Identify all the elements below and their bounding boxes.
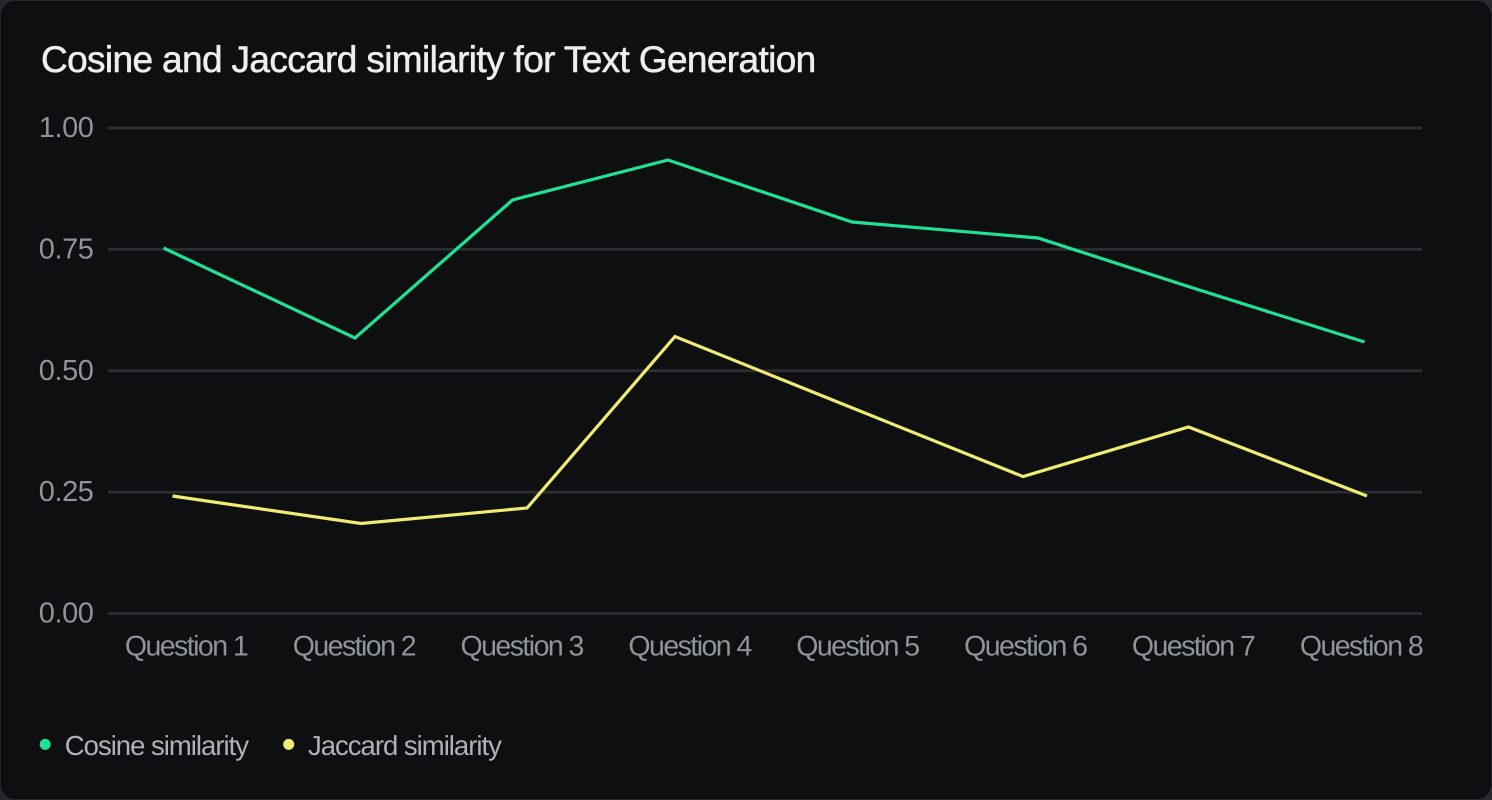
svg-text:Question 7: Question 7 <box>1132 631 1255 663</box>
svg-text:0.00: 0.00 <box>39 598 94 630</box>
svg-text:Question 4: Question 4 <box>628 631 752 663</box>
svg-text:1.00: 1.00 <box>39 112 94 144</box>
svg-text:Jaccard similarity: Jaccard similarity <box>308 730 502 761</box>
svg-text:Question 2: Question 2 <box>293 631 416 663</box>
svg-text:Cosine similarity: Cosine similarity <box>65 730 249 761</box>
svg-text:0.25: 0.25 <box>39 476 94 508</box>
svg-text:Question 5: Question 5 <box>796 631 919 663</box>
svg-text:Question 8: Question 8 <box>1300 631 1423 663</box>
svg-text:Cosine and Jaccard similarity: Cosine and Jaccard similarity for Text G… <box>41 39 816 80</box>
svg-text:Question 1: Question 1 <box>125 631 248 663</box>
svg-text:Question 3: Question 3 <box>461 631 584 663</box>
svg-text:0.75: 0.75 <box>39 233 94 265</box>
svg-text:Question 6: Question 6 <box>964 631 1087 663</box>
svg-text:0.50: 0.50 <box>39 355 94 387</box>
